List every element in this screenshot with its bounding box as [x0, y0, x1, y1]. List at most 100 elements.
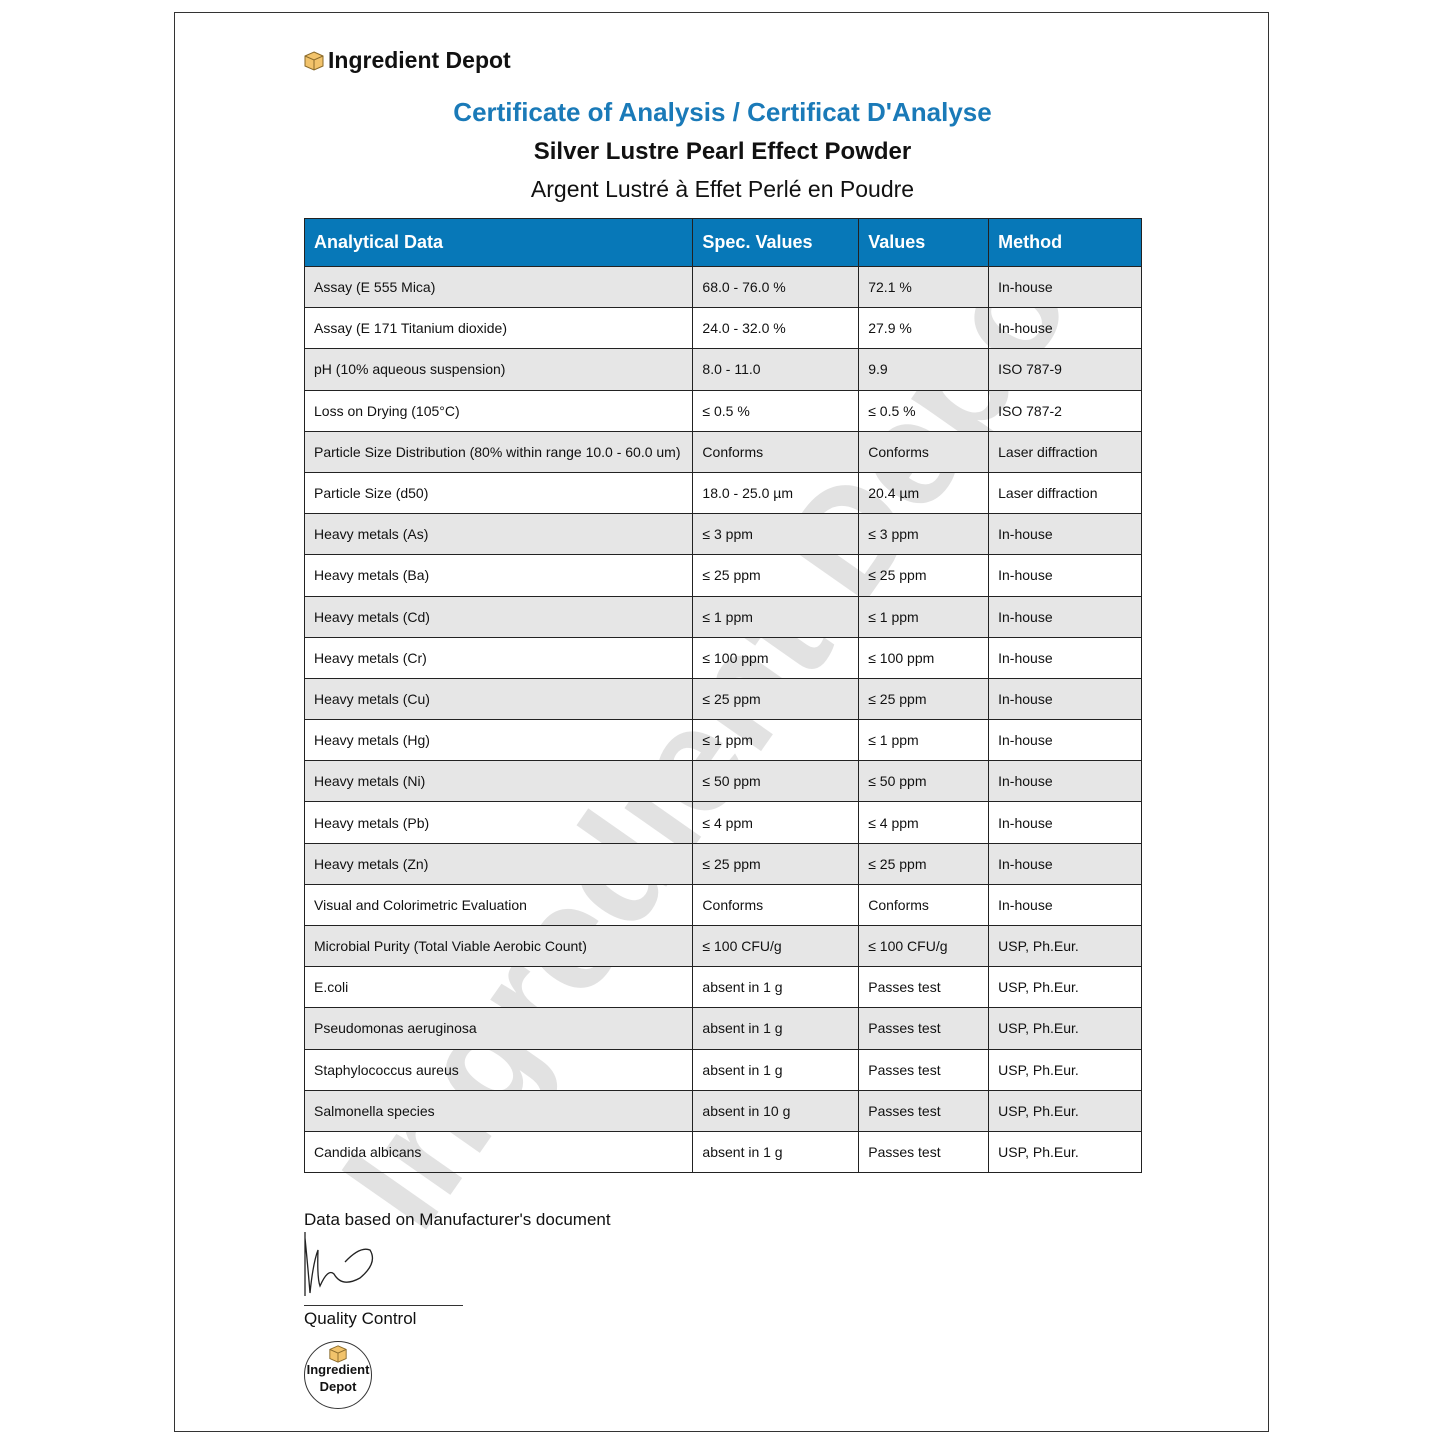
analytical-data-cell: Heavy metals (Cr) [303, 636, 694, 679]
method-cell: USP, Ph.Eur. [988, 1048, 1142, 1091]
analytical-data-cell: Heavy metals (Cd) [303, 595, 694, 638]
spec-value-cell: 68.0 - 76.0 % [692, 265, 860, 309]
analytical-data-cell: Heavy metals (Ba) [303, 554, 694, 597]
method-cell: In-house [988, 677, 1142, 721]
method-cell: USP, Ph.Eur. [988, 1007, 1142, 1050]
value-cell: ≤ 100 CFU/g [858, 924, 990, 968]
table-header-row: Analytical Data Spec. Values Values Meth… [303, 218, 1142, 267]
spec-value-cell: ≤ 0.5 % [692, 389, 860, 432]
method-cell: ISO 787-9 [988, 348, 1142, 391]
method-cell: In-house [988, 760, 1142, 803]
spec-value-cell: 8.0 - 11.0 [692, 348, 860, 391]
spec-value-cell: 18.0 - 25.0 µm [692, 471, 860, 515]
spec-value-cell: absent in 1 g [692, 966, 860, 1009]
spec-value-cell: Conforms [692, 430, 860, 473]
analytical-data-cell: Microbial Purity (Total Viable Aerobic C… [303, 924, 694, 968]
value-cell: ≤ 0.5 % [858, 389, 990, 432]
analytical-data-cell: Heavy metals (Hg) [303, 719, 694, 762]
value-cell: ≤ 100 ppm [858, 636, 990, 679]
spec-value-cell: ≤ 1 ppm [692, 719, 860, 762]
signature [304, 1232, 374, 1296]
analytical-data-cell: Staphylococcus aureus [303, 1048, 694, 1091]
method-cell: In-house [988, 513, 1142, 556]
spec-value-cell: absent in 1 g [692, 1007, 860, 1050]
brand-logo: Ingredient Depot [303, 47, 511, 74]
spec-value-cell: ≤ 50 ppm [692, 760, 860, 803]
spec-value-cell: ≤ 1 ppm [692, 595, 860, 638]
method-cell: USP, Ph.Eur. [988, 1130, 1142, 1174]
analytical-data-cell: Particle Size (d50) [303, 471, 694, 515]
value-cell: Conforms [858, 883, 990, 927]
value-cell: ≤ 50 ppm [858, 760, 990, 803]
spec-value-cell: 24.0 - 32.0 % [692, 307, 860, 350]
method-cell: In-house [988, 842, 1142, 885]
spec-value-cell: ≤ 25 ppm [692, 677, 860, 721]
company-seal: Ingredient Depot [304, 1341, 372, 1409]
table-row: Heavy metals (Cr) ≤ 100 ppm ≤ 100 ppm In-ho… [303, 636, 1142, 679]
table-row: Heavy metals (Cd) ≤ 1 ppm ≤ 1 ppm In-house [303, 595, 1142, 638]
spec-value-cell: absent in 1 g [692, 1130, 860, 1174]
value-cell: ≤ 1 ppm [858, 719, 990, 762]
value-cell: Passes test [858, 1007, 990, 1050]
analytical-data-cell: Assay (E 555 Mica) [303, 265, 694, 309]
spec-value-cell: ≤ 25 ppm [692, 842, 860, 885]
method-cell: Laser diffraction [988, 471, 1142, 515]
value-cell: Conforms [858, 430, 990, 473]
spec-value-cell: absent in 10 g [692, 1089, 860, 1132]
value-cell: Passes test [858, 1089, 990, 1132]
method-cell: In-house [988, 554, 1142, 597]
brand-name: Ingredient Depot [328, 47, 511, 73]
table-row: Assay (E 171 Titanium dioxide) 24.0 - 32.… [303, 307, 1142, 350]
table-row: Particle Size (d50) 18.0 - 25.0 µm 20.4 µm… [303, 471, 1142, 515]
value-cell: ≤ 25 ppm [858, 842, 990, 885]
analytical-data-cell: Salmonella species [303, 1089, 694, 1132]
table-row: Salmonella species absent in 10 g Passes t… [303, 1089, 1142, 1132]
method-cell: Laser diffraction [988, 430, 1142, 473]
method-cell: USP, Ph.Eur. [988, 924, 1142, 968]
header-values: Values [858, 218, 990, 267]
analytical-data-cell: Heavy metals (Cu) [303, 677, 694, 721]
table-row: Visual and Colorimetric Evaluation Confor… [303, 883, 1142, 927]
header-method: Method [988, 218, 1142, 267]
method-cell: In-house [988, 883, 1142, 927]
document-title: Certificate of Analysis / Certificat D'A… [453, 97, 992, 127]
box-icon [304, 50, 324, 71]
header-analytical-data: Analytical Data [303, 218, 694, 267]
table-row: E.coli absent in 1 g Passes test USP, Ph.Eu… [303, 966, 1142, 1009]
table-row: pH (10% aqueous suspension) 8.0 - 11.0 9.9… [303, 348, 1142, 391]
method-cell: USP, Ph.Eur. [988, 966, 1142, 1009]
table-row: Loss on Drying (105°C) ≤ 0.5 % ≤ 0.5 % ISO … [303, 389, 1142, 432]
method-cell: USP, Ph.Eur. [988, 1089, 1142, 1132]
value-cell: Passes test [858, 1130, 990, 1174]
table-row: Heavy metals (Cu) ≤ 25 ppm ≤ 25 ppm In-hous… [303, 677, 1142, 721]
analytical-data-cell: Candida albicans [303, 1130, 694, 1174]
analytical-data-cell: Assay (E 171 Titanium dioxide) [303, 307, 694, 350]
value-cell: ≤ 4 ppm [858, 801, 990, 844]
method-cell: In-house [988, 719, 1142, 762]
analytical-data-cell: E.coli [303, 966, 694, 1009]
analysis-table: Analytical Data Spec. Values Values Meth… [303, 218, 1142, 1174]
value-cell: ≤ 25 ppm [858, 677, 990, 721]
method-cell: In-house [988, 265, 1142, 309]
value-cell: ≤ 25 ppm [858, 554, 990, 597]
analytical-data-cell: Visual and Colorimetric Evaluation [303, 883, 694, 927]
signature-label: Quality Control [304, 1309, 417, 1328]
table-row: Heavy metals (Ba) ≤ 25 ppm ≤ 25 ppm In-hous… [303, 554, 1142, 597]
analytical-data-cell: Heavy metals (Ni) [303, 760, 694, 803]
analytical-data-cell: Loss on Drying (105°C) [303, 389, 694, 432]
table-row: Microbial Purity (Total Viable Aerobic C… [303, 924, 1142, 968]
spec-value-cell: ≤ 4 ppm [692, 801, 860, 844]
table-row: Heavy metals (Ni) ≤ 50 ppm ≤ 50 ppm In-hous… [303, 760, 1142, 803]
table-row: Candida albicans absent in 1 g Passes test… [303, 1130, 1142, 1174]
box-icon [329, 1345, 347, 1363]
method-cell: In-house [988, 801, 1142, 844]
table-row: Heavy metals (Pb) ≤ 4 ppm ≤ 4 ppm In-house [303, 801, 1142, 844]
analytical-data-cell: Particle Size Distribution (80% within r… [303, 430, 694, 473]
seal-text-1: Ingredient [306, 1362, 370, 1377]
signature-line [304, 1305, 463, 1306]
spec-value-cell: ≤ 100 CFU/g [692, 924, 860, 968]
table-row: Heavy metals (As) ≤ 3 ppm ≤ 3 ppm In-house [303, 513, 1142, 556]
value-cell: ≤ 1 ppm [858, 595, 990, 638]
spec-value-cell: Conforms [692, 883, 860, 927]
spec-value-cell: ≤ 3 ppm [692, 513, 860, 556]
